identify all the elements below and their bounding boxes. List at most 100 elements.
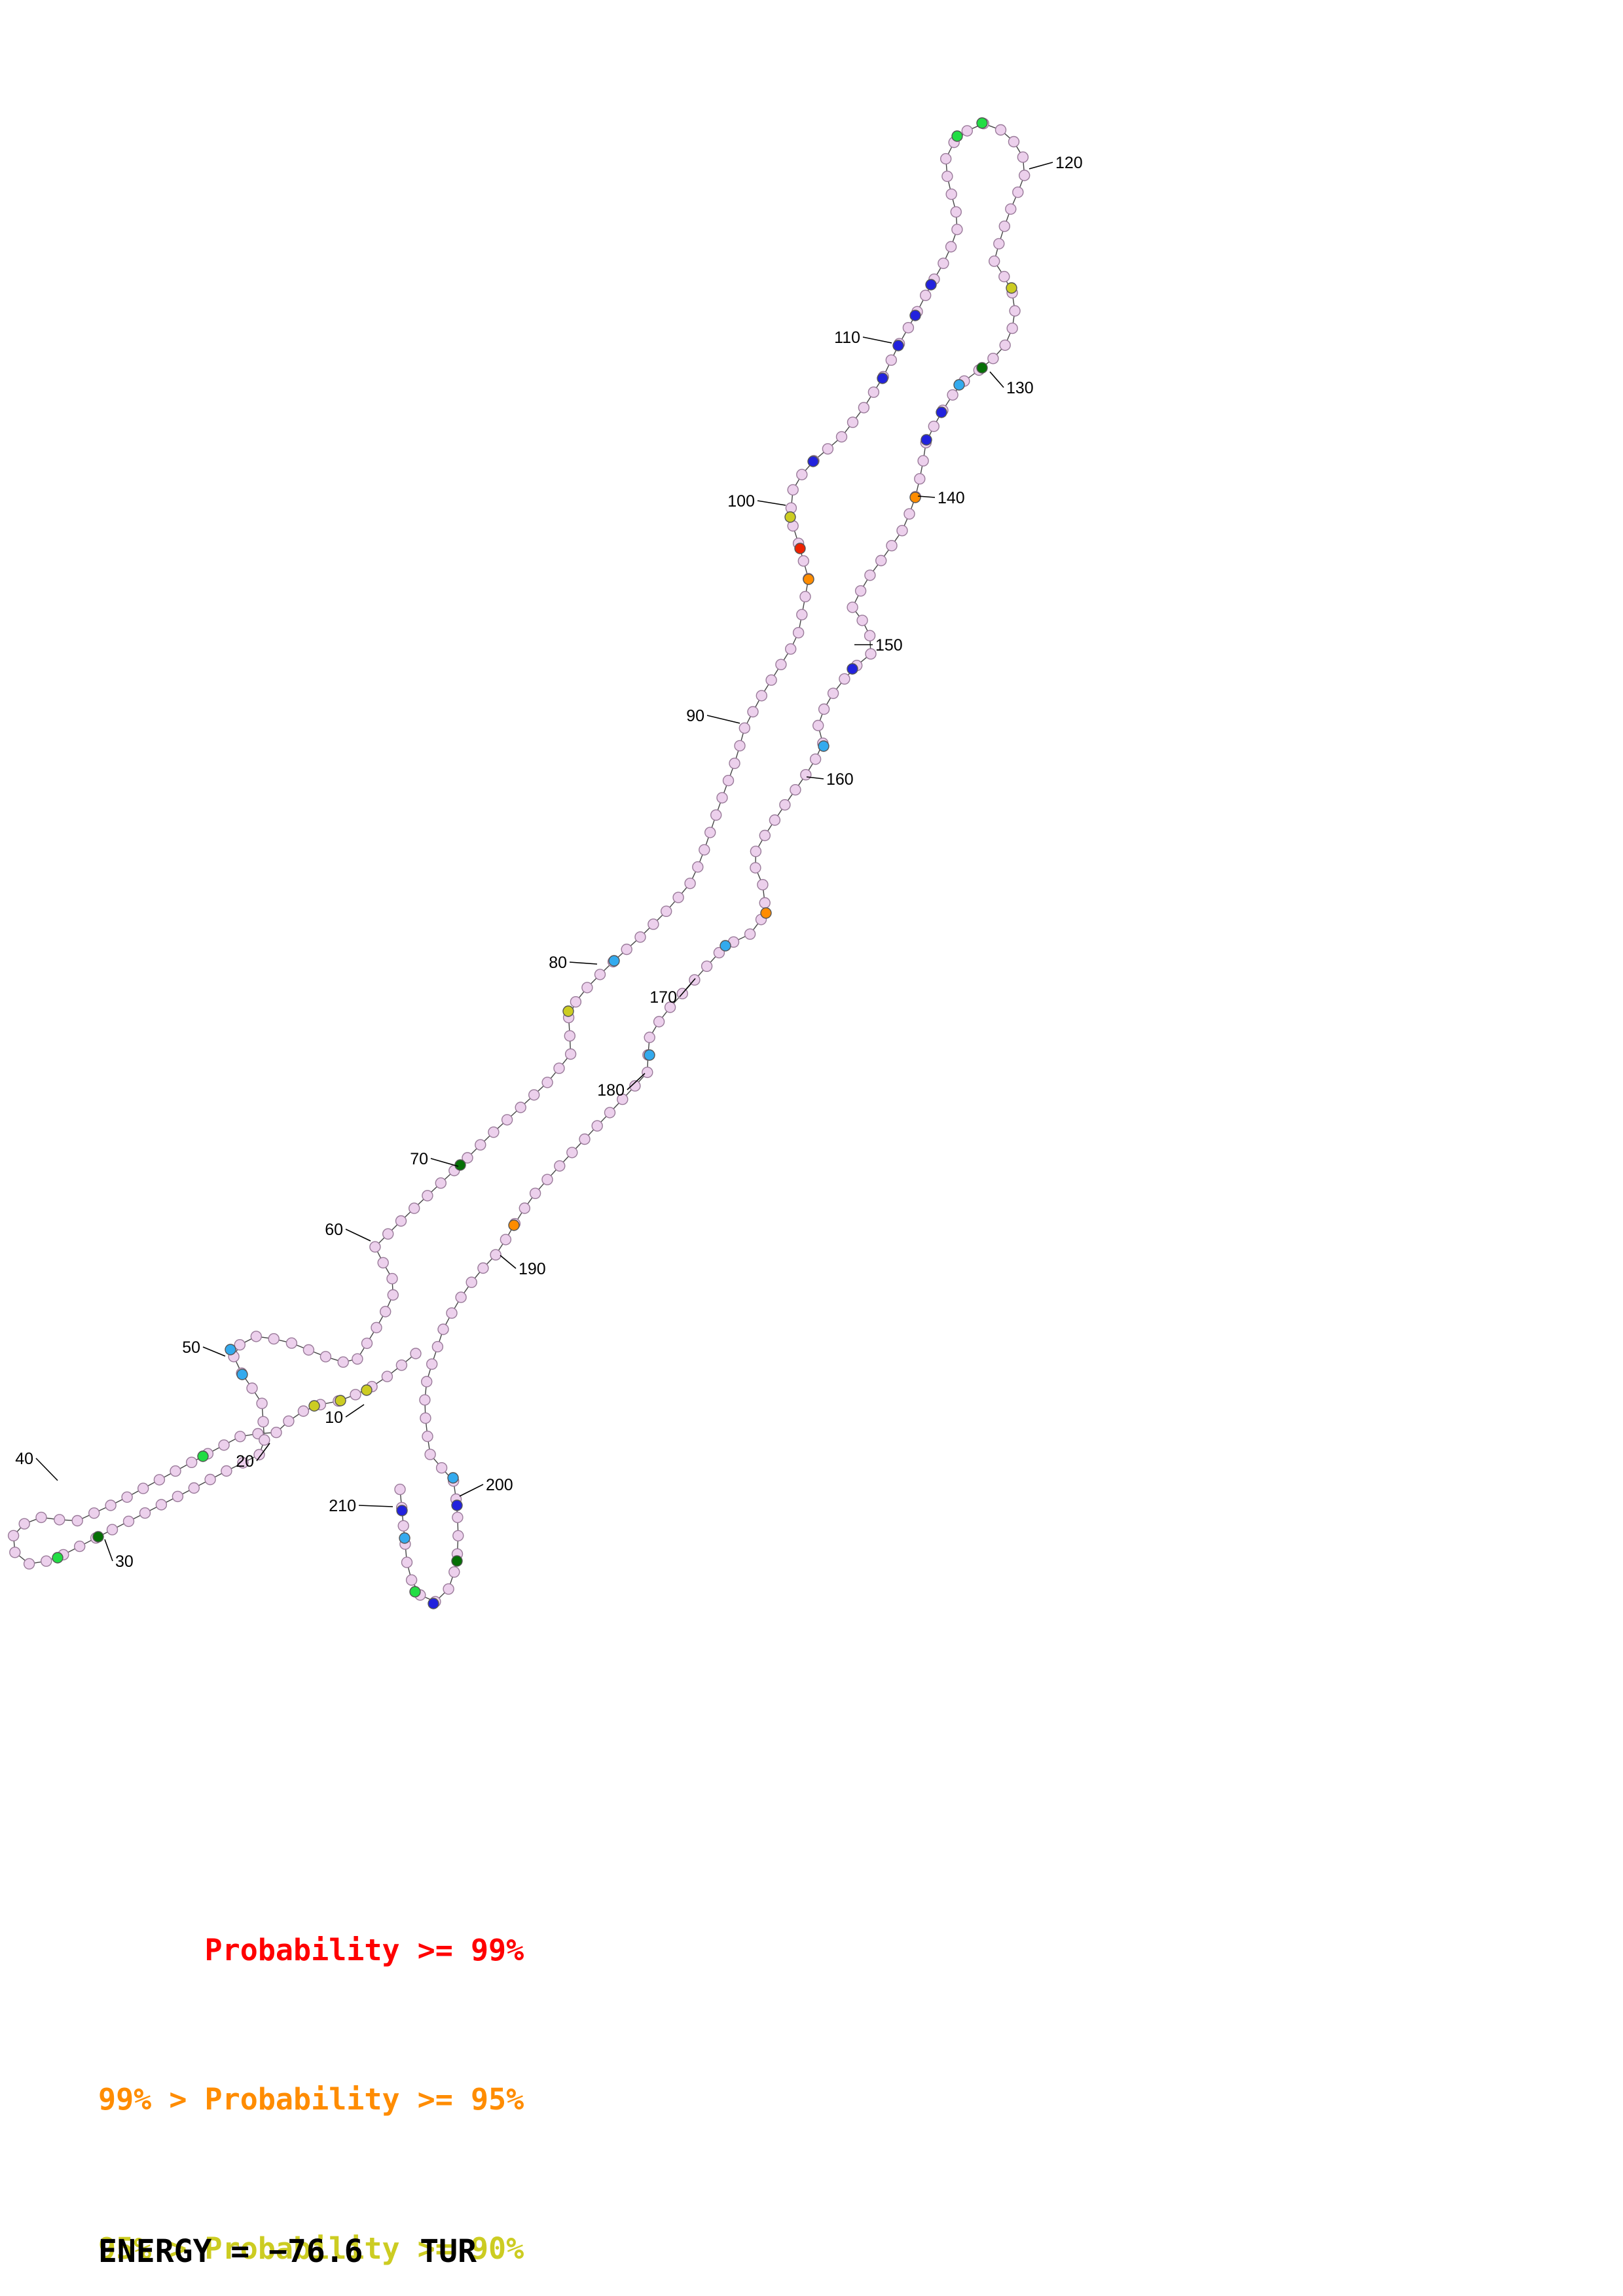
legend-line-p95: 99% > Probability >= 95%: [98, 2082, 524, 2117]
nucleotide: [579, 1133, 591, 1145]
nucleotide: [796, 469, 808, 480]
position-label-200: 200: [486, 1476, 513, 1494]
nucleotide: [988, 255, 1000, 267]
position-tick-190: [500, 1255, 517, 1269]
nucleotide: [800, 768, 812, 781]
position-label-50: 50: [182, 1338, 200, 1357]
nucleotide: [386, 1272, 398, 1285]
nucleotide: [172, 1490, 184, 1503]
nucleotide: [462, 1152, 473, 1164]
position-label-80: 80: [549, 954, 567, 972]
nucleotide: [35, 1511, 47, 1524]
nucleotide: [653, 1016, 665, 1028]
nucleotide: [9, 1547, 21, 1558]
position-label-150: 150: [875, 636, 903, 655]
nucleotide: [756, 690, 768, 702]
nucleotide-p60: [447, 1472, 459, 1484]
nucleotide: [395, 1359, 408, 1371]
nucleotide: [7, 1530, 20, 1542]
position-tick-20: [256, 1443, 270, 1462]
position-label-170: 170: [649, 988, 677, 1007]
nucleotide: [259, 1434, 270, 1446]
energy-text: ENERGY = −76.6 TUR: [98, 2233, 477, 2270]
nucleotide-p95: [803, 573, 814, 585]
nucleotide: [170, 1465, 181, 1477]
nucleotide: [961, 125, 974, 137]
nucleotide: [765, 674, 777, 686]
nucleotide: [395, 1215, 407, 1227]
position-tick-110: [862, 336, 892, 344]
nucleotide: [186, 1456, 198, 1469]
nucleotide: [409, 1202, 420, 1214]
nucleotide: [759, 829, 771, 842]
nucleotide: [1012, 187, 1024, 198]
nucleotide: [221, 1465, 232, 1477]
nucleotide: [797, 555, 810, 567]
legend-line-p90: 95% > Probability >= 90%: [98, 2231, 524, 2266]
nucleotide: [270, 1426, 282, 1439]
position-tick-40: [35, 1458, 58, 1481]
nucleotide: [541, 1077, 553, 1088]
nucleotide: [812, 719, 824, 732]
nucleotide: [729, 757, 740, 770]
nucleotide: [73, 1540, 86, 1552]
position-label-110: 110: [834, 329, 860, 347]
nucleotide: [435, 1462, 448, 1474]
nucleotide-p50: [451, 1499, 463, 1511]
nucleotide: [153, 1474, 166, 1486]
nucleotide: [387, 1289, 399, 1301]
nucleotide: [993, 238, 1005, 250]
nucleotide: [371, 1321, 382, 1334]
nucleotide: [446, 1307, 458, 1319]
nucleotide-p95: [760, 907, 772, 919]
nucleotide-p99: [794, 543, 806, 554]
nucleotide-p70: [409, 1586, 421, 1598]
nucleotide: [121, 1491, 133, 1503]
nucleotide: [692, 861, 704, 873]
position-tick-90: [706, 715, 740, 724]
nucleotide: [867, 386, 880, 398]
nucleotide: [361, 1337, 373, 1350]
nucleotide-p95: [909, 492, 921, 503]
nucleotide: [779, 798, 791, 811]
position-tick-30: [104, 1539, 113, 1562]
nucleotide: [253, 1448, 265, 1461]
nucleotide-p90: [1006, 282, 1017, 294]
nucleotide: [419, 1394, 431, 1406]
nucleotide: [1018, 170, 1030, 181]
nucleotide: [854, 585, 867, 597]
position-label-190: 190: [519, 1260, 546, 1278]
position-tick-170: [679, 978, 696, 997]
nucleotide-p95: [508, 1219, 520, 1231]
nucleotide: [902, 322, 915, 334]
nucleotide-p70: [976, 117, 988, 129]
nucleotide: [122, 1515, 135, 1528]
nucleotide: [647, 918, 659, 930]
nucleotide-p90: [784, 511, 796, 523]
nucleotide: [739, 722, 751, 734]
nucleotide: [566, 1147, 578, 1158]
nucleotide: [218, 1439, 230, 1451]
nucleotide: [443, 1583, 454, 1595]
nucleotide: [337, 1356, 349, 1368]
nucleotide: [564, 1030, 575, 1042]
nucleotide: [234, 1338, 246, 1351]
nucleotide: [704, 827, 716, 838]
nucleotide: [250, 1331, 262, 1342]
nucleotide: [528, 1089, 540, 1101]
nucleotide-p60: [236, 1369, 248, 1380]
position-tick-130: [989, 371, 1004, 388]
nucleotide: [799, 590, 811, 603]
nucleotide: [847, 416, 859, 428]
nucleotide: [88, 1507, 100, 1519]
nucleotide: [744, 928, 756, 940]
nucleotide: [554, 1160, 566, 1172]
position-tick-200: [459, 1484, 484, 1497]
nucleotide-p80: [451, 1555, 463, 1567]
position-tick-210: [358, 1505, 393, 1507]
nucleotide: [475, 1139, 486, 1151]
position-tick-120: [1029, 162, 1053, 170]
nucleotide: [1006, 322, 1018, 334]
nucleotide-p60: [225, 1344, 236, 1355]
